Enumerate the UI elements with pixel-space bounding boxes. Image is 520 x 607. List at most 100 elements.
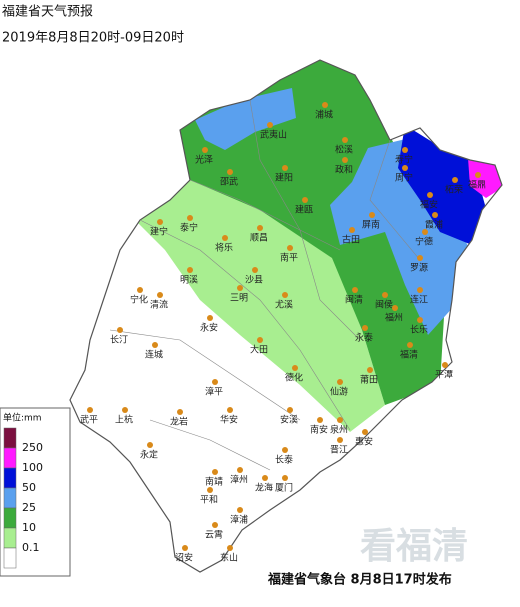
city-dot: [157, 292, 163, 298]
city-label: 柘荣: [445, 184, 463, 196]
city-dot: [137, 287, 143, 293]
city-dot: [212, 522, 218, 528]
city-dot: [237, 285, 243, 291]
legend-label: 10: [22, 521, 36, 534]
city-label: 将乐: [215, 242, 233, 254]
city-dot: [147, 442, 153, 448]
city-dot: [282, 475, 288, 481]
city-dot: [362, 429, 368, 435]
city-label: 泰宁: [180, 222, 198, 234]
city-label: 福清: [400, 349, 418, 361]
city-label: 大田: [250, 344, 268, 356]
city-label: 安溪: [280, 414, 298, 426]
city-label: 诏安: [175, 552, 193, 564]
city-label: 闽清: [345, 294, 363, 306]
legend-label: 0.1: [22, 541, 40, 554]
city-dot: [342, 137, 348, 143]
legend-swatch: [3, 547, 17, 569]
period: 2019年8月8日20时-09日20时: [2, 31, 184, 46]
city-dot: [369, 212, 375, 218]
city-label: 宁化: [130, 294, 148, 306]
city-dot: [342, 157, 348, 163]
city-label: 漳浦: [230, 514, 248, 526]
city-dot: [177, 409, 183, 415]
watermark: 看福清: [360, 526, 468, 567]
city-label: 松溪: [335, 144, 353, 156]
city-label: 明溪: [180, 274, 198, 286]
legend-label: 25: [22, 501, 36, 514]
city-dot: [417, 255, 423, 261]
city-label: 尤溪: [275, 299, 293, 311]
city-label: 寿宁: [395, 154, 413, 166]
city-dot: [302, 197, 308, 203]
city-label: 建宁: [150, 226, 168, 238]
legend-swatch: [3, 507, 17, 529]
city-label: 晋江: [330, 445, 348, 456]
city-dot: [475, 172, 481, 178]
city-label: 连江: [410, 294, 428, 306]
city-label: 浦城: [315, 109, 333, 121]
city-dot: [337, 437, 343, 443]
city-dot: [349, 227, 355, 233]
city-label: 龙岩: [170, 416, 188, 428]
city-dot: [257, 225, 263, 231]
city-label: 漳州: [230, 474, 248, 486]
city-dot: [402, 147, 408, 153]
city-dot: [202, 147, 208, 153]
city-dot: [282, 165, 288, 171]
city-label: 平和: [200, 495, 218, 506]
city-label: 三明: [230, 293, 248, 304]
city-dot: [402, 165, 408, 171]
legend-unit: 单位:mm: [3, 412, 42, 424]
city-label: 罗源: [410, 263, 428, 274]
city-dot: [337, 417, 343, 423]
city-dot: [362, 325, 368, 331]
city-dot: [282, 292, 288, 298]
city-label: 武夷山: [260, 129, 287, 141]
city-dot: [157, 219, 163, 225]
city-label: 永定: [140, 449, 158, 461]
county-borders: [109, 99, 421, 471]
city-label: 屏南: [362, 219, 380, 231]
city-dot: [367, 367, 373, 373]
city-label: 连城: [145, 349, 163, 361]
city-dot: [352, 287, 358, 293]
city-label: 东山: [220, 552, 238, 564]
title: 福建省天气预报: [2, 4, 93, 20]
city-label: 南安: [310, 424, 328, 436]
city-dot: [257, 337, 263, 343]
city-dot: [212, 469, 218, 475]
city-dot: [87, 407, 93, 413]
city-dot: [417, 287, 423, 293]
city-dot: [212, 379, 218, 385]
city-label: 顺昌: [250, 233, 268, 244]
city-label: 宁德: [415, 236, 433, 248]
city-dot: [317, 417, 323, 423]
city-dot: [187, 215, 193, 221]
city-dot: [207, 487, 213, 493]
legend-swatch: [3, 467, 17, 489]
city-label: 长汀: [110, 334, 128, 346]
city-label: 霞浦: [425, 219, 443, 231]
city-dot: [392, 305, 398, 311]
legend-swatch: [3, 527, 17, 549]
city-label: 厦门: [275, 482, 293, 494]
city-label: 福鼎: [468, 179, 486, 191]
city-label: 莆田: [360, 374, 378, 386]
city-label: 建阳: [275, 172, 293, 184]
city-dot: [152, 342, 158, 348]
city-dot: [287, 245, 293, 251]
area-dark-blue: [398, 125, 485, 245]
legend-swatch: [3, 447, 17, 469]
city-dot: [442, 362, 448, 368]
city-dot: [182, 545, 188, 551]
city-label: 长乐: [410, 324, 428, 336]
city-label: 永泰: [355, 332, 373, 344]
city-label: 古田: [342, 234, 360, 246]
city-dot: [252, 267, 258, 273]
city-dot: [207, 315, 213, 321]
area-green: [170, 60, 445, 405]
